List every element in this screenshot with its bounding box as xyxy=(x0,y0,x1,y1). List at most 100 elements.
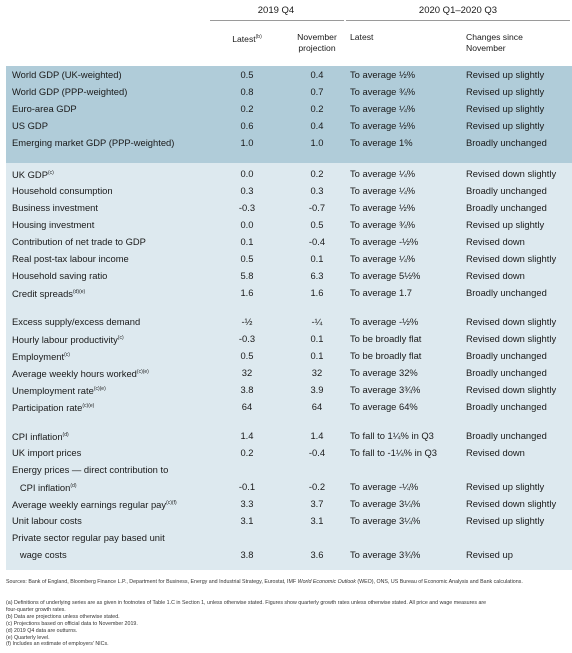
value-change: Revised down slightly xyxy=(466,253,557,264)
value-latest-2020: To average ¼% xyxy=(350,253,416,264)
value-latest: 3.3 xyxy=(240,498,254,509)
footnote-a: (a) Definitions of underlying series are… xyxy=(6,600,487,606)
sources-before: Sources: Bank of England, Bloomberg Fina… xyxy=(6,579,298,585)
value-change: Revised down xyxy=(466,236,525,247)
value-latest: 3.8 xyxy=(240,549,254,560)
value-november: -¼ xyxy=(311,316,323,327)
value-latest: 0.2 xyxy=(240,447,254,458)
row-label: UK GDP(c) xyxy=(12,165,54,183)
value-november: 6.3 xyxy=(310,270,324,281)
value-latest-2020: To average -¼% xyxy=(350,481,419,492)
value-november: 0.3 xyxy=(310,185,324,196)
value-latest: 1.4 xyxy=(240,430,254,441)
footnote-f: (f) Includes an estimate of employers' N… xyxy=(6,641,109,648)
row-label: Contribution of net trade to GDP xyxy=(12,233,146,250)
row-label-text: Housing investment xyxy=(12,219,95,230)
value-change: Revised down xyxy=(466,270,525,281)
table-row: CPI inflation(d) 1.4 1.4 To fall to 1¼% in … xyxy=(6,427,572,444)
row-label-text: UK import prices xyxy=(12,447,82,458)
value-latest-2020: To average 3¾% xyxy=(350,384,421,395)
table-row: Household saving ratio 5.8 6.3 To average 5… xyxy=(6,267,572,284)
value-latest: 1.0 xyxy=(240,137,254,148)
value-latest: 3.8 xyxy=(240,384,254,395)
row-label: US GDP xyxy=(12,117,48,134)
value-november: 0.4 xyxy=(310,120,324,131)
row-label-text: Employment xyxy=(12,351,65,362)
value-latest: 0.2 xyxy=(240,103,254,114)
value-november: 32 xyxy=(311,367,323,378)
table-row: Credit spreads(d)(e) 1.6 1.6 To average 1.7… xyxy=(6,284,572,301)
value-november: 0.1 xyxy=(310,350,324,361)
table-row: Private sector regular pay based unit xyxy=(6,529,572,546)
table-row: UK import prices 0.2 -0.4 To fall to -1¼% i… xyxy=(6,444,572,461)
value-latest: 64 xyxy=(241,401,253,412)
row-label-text: Unemployment rate xyxy=(12,385,94,396)
value-change: Revised down slightly xyxy=(466,333,557,344)
table-section-2: UK GDP(c) 0.0 0.2 To average ¼% Revised down… xyxy=(6,163,572,311)
table-row: Contribution of net trade to GDP 0.1 -0.4 T… xyxy=(6,233,572,250)
sources-text: Sources: Bank of England, Bloomberg Fina… xyxy=(6,579,566,586)
value-november: 3.6 xyxy=(310,549,324,560)
footnote-d: (d) 2019 Q4 data are outturns. xyxy=(6,627,78,634)
footnote-b: (b) Data are projections unless otherwis… xyxy=(6,613,120,620)
row-label: CPI inflation(d) xyxy=(12,427,69,445)
row-label: Average weekly hours worked(c)(e) xyxy=(12,364,149,382)
value-latest-2020: To average 3¼% xyxy=(350,498,421,509)
value-change: Broadly unchanged xyxy=(466,287,547,298)
value-november: 0.1 xyxy=(310,253,324,264)
table-row: Average weekly hours worked(c)(e) 32 32 To … xyxy=(6,364,572,381)
row-label: CPI inflation(d) xyxy=(12,478,77,496)
value-november: 1.6 xyxy=(310,287,324,298)
row-label-text: World GDP (PPP-weighted) xyxy=(12,86,128,97)
row-label-text: UK GDP xyxy=(12,169,48,180)
table-row: World GDP (UK-weighted) 0.5 0.4 To average … xyxy=(6,66,572,83)
value-change: Revised up slightly xyxy=(466,515,545,526)
value-latest-2020: To fall to -1¼% in Q3 xyxy=(350,447,438,458)
value-latest: 0.6 xyxy=(240,120,254,131)
value-latest-2020: To be broadly flat xyxy=(350,350,422,361)
row-label: UK import prices xyxy=(12,444,81,461)
value-november: -0.7 xyxy=(308,202,326,213)
footnote-a-cont: four-quarter growth rates. xyxy=(6,606,66,613)
value-change: Revised down xyxy=(466,447,525,458)
value-latest-2020: To average ¼% xyxy=(350,103,416,114)
table-row: Household consumption 0.3 0.3 To average ¼%… xyxy=(6,182,572,199)
table-row: Unemployment rate(c)(e) 3.8 3.9 To average … xyxy=(6,381,572,398)
value-latest: 1.6 xyxy=(240,287,254,298)
table-row: Energy prices — direct contribution to xyxy=(6,461,572,478)
value-latest-2020: To average 1.7 xyxy=(350,287,413,298)
value-latest: 32 xyxy=(241,367,253,378)
row-label-text: Energy prices — direct contribution to xyxy=(12,464,169,475)
value-november: -0.4 xyxy=(308,447,326,458)
row-label-text: Euro-area GDP xyxy=(12,103,77,114)
row-label: Euro-area GDP xyxy=(12,100,77,117)
value-latest: 0.5 xyxy=(240,253,254,264)
value-november: 0.1 xyxy=(310,333,324,344)
header-col-latest2: Latest xyxy=(350,32,374,42)
value-latest: -0.3 xyxy=(238,333,256,344)
row-label-text: Real post-tax labour income xyxy=(12,253,129,264)
row-label-note: (c) xyxy=(117,335,124,341)
value-change: Revised down slightly xyxy=(466,168,557,179)
table-row: Excess supply/excess demand -½ -¼ To averag… xyxy=(6,313,572,330)
value-november: 0.2 xyxy=(310,168,324,179)
row-label-note: (d) xyxy=(62,432,69,438)
row-label-text: Credit spreads xyxy=(12,288,73,299)
row-label: World GDP (PPP-weighted) xyxy=(12,83,127,100)
value-latest: 0.3 xyxy=(240,185,254,196)
value-change: Revised down slightly xyxy=(466,316,557,327)
row-label-text: Unit labour costs xyxy=(12,515,82,526)
sources-after: (WEO), ONS, US Bureau of Economic Analys… xyxy=(355,579,523,585)
value-november: 3.9 xyxy=(310,384,324,395)
value-change: Broadly unchanged xyxy=(466,185,547,196)
row-label-text: Average weekly hours worked xyxy=(12,368,137,379)
row-label-note: (c)(e) xyxy=(82,403,95,409)
value-change: Revised up slightly xyxy=(466,219,545,230)
header-col-november: November projection xyxy=(282,32,352,54)
value-latest: 0.8 xyxy=(240,86,254,97)
value-latest: -0.3 xyxy=(238,202,256,213)
row-label-text: Private sector regular pay based unit xyxy=(12,532,165,543)
header-group-2019q4: 2019 Q4 xyxy=(257,5,295,16)
footnote-e: (e) Quarterly level. xyxy=(6,634,50,641)
table-row: Business investment -0.3 -0.7 To average ½%… xyxy=(6,199,572,216)
